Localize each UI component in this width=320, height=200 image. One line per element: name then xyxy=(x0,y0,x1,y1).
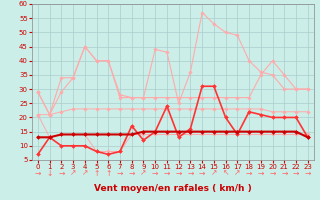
Text: →: → xyxy=(305,169,311,178)
Text: ↑: ↑ xyxy=(93,169,100,178)
Text: →: → xyxy=(175,169,182,178)
Text: →: → xyxy=(129,169,135,178)
Text: →: → xyxy=(117,169,123,178)
Text: ↗: ↗ xyxy=(82,169,88,178)
Text: →: → xyxy=(281,169,287,178)
Text: ↓: ↓ xyxy=(46,169,53,178)
Text: →: → xyxy=(35,169,41,178)
Text: ↗: ↗ xyxy=(234,169,241,178)
Text: ↖: ↖ xyxy=(222,169,229,178)
Text: →: → xyxy=(152,169,158,178)
Text: ↗: ↗ xyxy=(140,169,147,178)
Text: →: → xyxy=(58,169,65,178)
Text: →: → xyxy=(293,169,299,178)
X-axis label: Vent moyen/en rafales ( km/h ): Vent moyen/en rafales ( km/h ) xyxy=(94,184,252,193)
Text: →: → xyxy=(269,169,276,178)
Text: →: → xyxy=(199,169,205,178)
Text: ↗: ↗ xyxy=(211,169,217,178)
Text: ↑: ↑ xyxy=(105,169,111,178)
Text: →: → xyxy=(258,169,264,178)
Text: ↗: ↗ xyxy=(70,169,76,178)
Text: →: → xyxy=(187,169,194,178)
Text: →: → xyxy=(246,169,252,178)
Text: →: → xyxy=(164,169,170,178)
